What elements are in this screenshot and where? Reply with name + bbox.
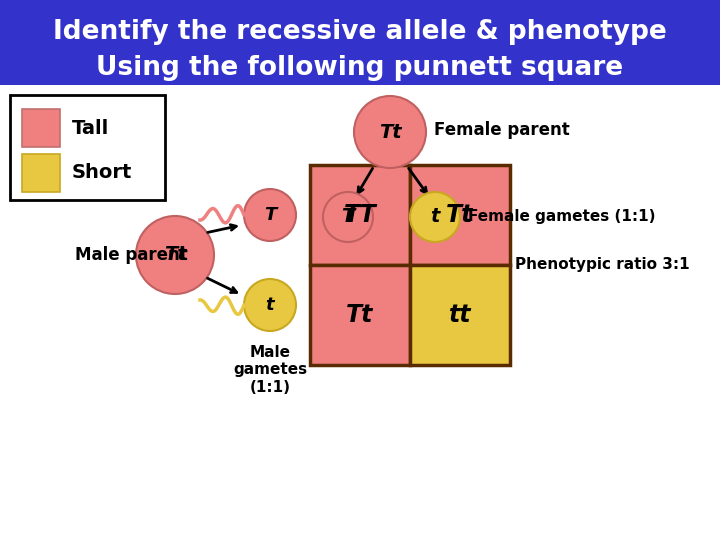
FancyBboxPatch shape [10, 95, 165, 200]
Text: t: t [431, 207, 440, 226]
Text: Using the following punnett square: Using the following punnett square [96, 55, 624, 81]
Text: Tt: Tt [446, 203, 474, 227]
FancyBboxPatch shape [310, 165, 410, 265]
FancyBboxPatch shape [22, 109, 60, 147]
FancyBboxPatch shape [0, 0, 720, 85]
FancyBboxPatch shape [410, 165, 510, 265]
Text: tt: tt [449, 303, 472, 327]
Text: Male parent: Male parent [75, 246, 188, 264]
Text: TT: TT [343, 203, 377, 227]
Ellipse shape [354, 96, 426, 168]
Ellipse shape [136, 216, 214, 294]
FancyBboxPatch shape [410, 265, 510, 365]
Ellipse shape [323, 192, 373, 242]
FancyBboxPatch shape [310, 265, 410, 365]
Text: Female gametes (1:1): Female gametes (1:1) [468, 210, 655, 225]
Text: Female parent: Female parent [434, 121, 570, 139]
Text: t: t [266, 296, 274, 314]
Text: Tt: Tt [163, 246, 186, 265]
Text: Identify the recessive allele & phenotype: Identify the recessive allele & phenotyp… [53, 19, 667, 45]
Text: Male
gametes
(1:1): Male gametes (1:1) [233, 345, 307, 395]
Text: Tt: Tt [379, 123, 401, 141]
Text: Tall: Tall [72, 118, 109, 138]
Text: Tt: Tt [346, 303, 374, 327]
Ellipse shape [410, 192, 460, 242]
Text: Short: Short [72, 164, 132, 183]
Ellipse shape [244, 189, 296, 241]
Text: T: T [341, 207, 355, 226]
FancyBboxPatch shape [22, 154, 60, 192]
Text: T: T [264, 206, 276, 224]
Text: Phenotypic ratio 3:1: Phenotypic ratio 3:1 [515, 258, 690, 273]
Ellipse shape [244, 279, 296, 331]
